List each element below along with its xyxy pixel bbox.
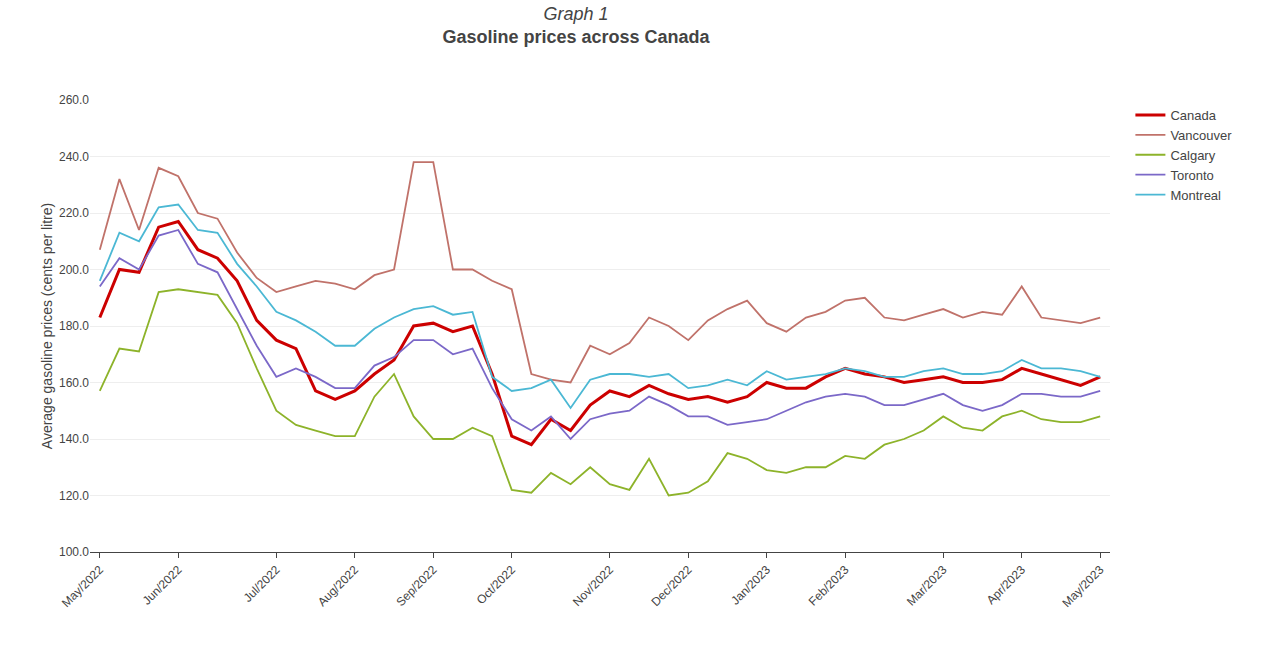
svg-text:Average gasoline prices (cents: Average gasoline prices (cents per litre… xyxy=(39,203,55,449)
svg-text:Sep/2022: Sep/2022 xyxy=(393,563,439,609)
svg-text:May/2023: May/2023 xyxy=(1059,563,1106,610)
svg-text:Nov/2022: Nov/2022 xyxy=(570,563,616,609)
svg-text:Jan/2023: Jan/2023 xyxy=(728,563,773,608)
svg-text:Canada: Canada xyxy=(1170,108,1216,123)
svg-text:Calgary: Calgary xyxy=(1170,148,1215,163)
svg-text:Jun/2022: Jun/2022 xyxy=(140,563,185,608)
svg-text:Aug/2022: Aug/2022 xyxy=(315,563,361,609)
svg-text:100.0: 100.0 xyxy=(59,545,89,559)
svg-text:Montreal: Montreal xyxy=(1170,188,1221,203)
svg-text:240.0: 240.0 xyxy=(59,150,89,164)
svg-text:Vancouver: Vancouver xyxy=(1170,128,1232,143)
svg-text:140.0: 140.0 xyxy=(59,432,89,446)
svg-text:May/2022: May/2022 xyxy=(59,563,106,610)
svg-text:Apr/2023: Apr/2023 xyxy=(984,563,1029,608)
svg-text:Graph 1Gasoline prices across: Graph 1Gasoline prices across Canada xyxy=(442,4,710,47)
svg-text:120.0: 120.0 xyxy=(59,489,89,503)
svg-text:260.0: 260.0 xyxy=(59,93,89,107)
svg-text:Feb/2023: Feb/2023 xyxy=(806,563,852,609)
svg-text:Oct/2022: Oct/2022 xyxy=(474,563,519,608)
svg-text:220.0: 220.0 xyxy=(59,206,89,220)
svg-text:160.0: 160.0 xyxy=(59,376,89,390)
svg-text:Jul/2022: Jul/2022 xyxy=(241,563,283,605)
svg-text:180.0: 180.0 xyxy=(59,319,89,333)
svg-text:200.0: 200.0 xyxy=(59,263,89,277)
svg-text:Dec/2022: Dec/2022 xyxy=(648,563,694,609)
svg-text:Toronto: Toronto xyxy=(1170,168,1213,183)
svg-text:Mar/2023: Mar/2023 xyxy=(904,563,950,609)
